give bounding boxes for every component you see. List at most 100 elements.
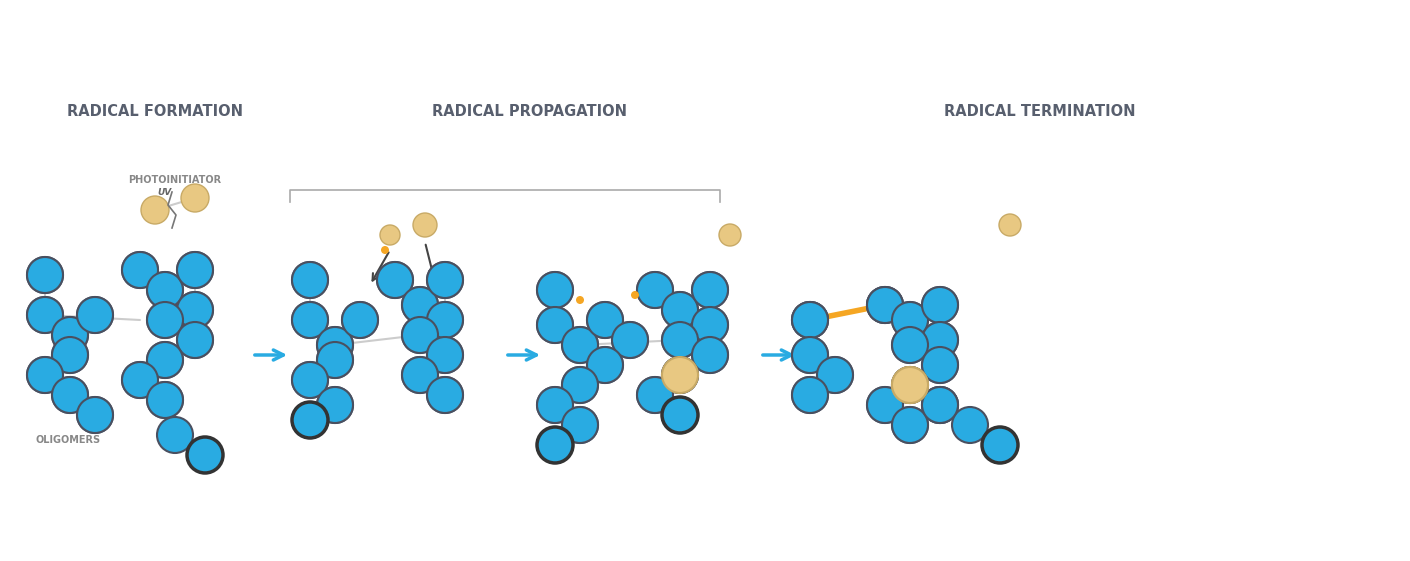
Circle shape: [663, 397, 698, 433]
Circle shape: [123, 362, 158, 398]
Circle shape: [178, 252, 213, 288]
Circle shape: [867, 387, 902, 423]
Circle shape: [893, 327, 928, 363]
Circle shape: [147, 302, 183, 338]
Circle shape: [292, 402, 329, 438]
Circle shape: [427, 262, 462, 298]
Circle shape: [402, 357, 439, 393]
Circle shape: [317, 327, 352, 363]
Circle shape: [292, 302, 329, 338]
Circle shape: [719, 224, 742, 246]
Circle shape: [816, 357, 853, 393]
Circle shape: [637, 377, 673, 413]
Circle shape: [292, 262, 329, 298]
Text: RADICAL FORMATION: RADICAL FORMATION: [68, 104, 243, 119]
Circle shape: [663, 292, 698, 328]
Circle shape: [922, 322, 957, 358]
Circle shape: [637, 272, 673, 308]
Circle shape: [893, 367, 928, 403]
Circle shape: [663, 397, 698, 433]
Circle shape: [427, 302, 462, 338]
Circle shape: [893, 407, 928, 443]
Circle shape: [922, 387, 957, 423]
Circle shape: [537, 272, 572, 308]
Circle shape: [178, 322, 213, 358]
Circle shape: [922, 287, 957, 323]
Circle shape: [178, 252, 213, 288]
Text: UV: UV: [158, 188, 172, 197]
Circle shape: [587, 302, 623, 338]
Circle shape: [792, 302, 828, 338]
Circle shape: [27, 357, 63, 393]
Circle shape: [922, 287, 957, 323]
Circle shape: [867, 287, 902, 323]
Circle shape: [343, 302, 378, 338]
Circle shape: [427, 337, 462, 373]
Circle shape: [563, 407, 598, 443]
Circle shape: [981, 427, 1018, 463]
Circle shape: [343, 302, 378, 338]
Circle shape: [402, 317, 439, 353]
Circle shape: [637, 377, 673, 413]
Circle shape: [427, 302, 462, 338]
Circle shape: [692, 307, 728, 343]
Circle shape: [178, 322, 213, 358]
Circle shape: [981, 427, 1018, 463]
Circle shape: [563, 327, 598, 363]
Circle shape: [893, 367, 928, 403]
Circle shape: [637, 272, 673, 308]
Circle shape: [663, 292, 698, 328]
Circle shape: [893, 302, 928, 338]
Circle shape: [563, 367, 598, 403]
Circle shape: [27, 297, 63, 333]
Circle shape: [587, 302, 623, 338]
Circle shape: [123, 252, 158, 288]
Circle shape: [792, 302, 828, 338]
Circle shape: [537, 427, 572, 463]
Circle shape: [692, 337, 728, 373]
Circle shape: [537, 427, 572, 463]
Circle shape: [402, 287, 439, 323]
Circle shape: [78, 297, 113, 333]
Circle shape: [376, 262, 413, 298]
Circle shape: [893, 327, 928, 363]
Circle shape: [427, 377, 462, 413]
Text: OLIGOMERS: OLIGOMERS: [35, 435, 100, 445]
Circle shape: [792, 337, 828, 373]
Circle shape: [317, 387, 352, 423]
Circle shape: [292, 302, 329, 338]
Circle shape: [292, 402, 329, 438]
Circle shape: [52, 377, 87, 413]
Circle shape: [816, 357, 853, 393]
Circle shape: [413, 213, 437, 237]
Circle shape: [663, 322, 698, 358]
Circle shape: [612, 322, 649, 358]
Circle shape: [563, 407, 598, 443]
Circle shape: [1000, 214, 1021, 236]
Circle shape: [663, 397, 698, 433]
Circle shape: [147, 272, 183, 308]
Circle shape: [537, 427, 572, 463]
Circle shape: [792, 377, 828, 413]
Circle shape: [78, 397, 113, 433]
Circle shape: [922, 387, 957, 423]
Circle shape: [537, 387, 572, 423]
Circle shape: [123, 362, 158, 398]
Circle shape: [537, 272, 572, 308]
Circle shape: [27, 297, 63, 333]
Circle shape: [317, 342, 352, 378]
Circle shape: [922, 322, 957, 358]
Circle shape: [952, 407, 988, 443]
Circle shape: [663, 322, 698, 358]
Circle shape: [292, 402, 329, 438]
Circle shape: [663, 357, 698, 393]
Circle shape: [178, 292, 213, 328]
Circle shape: [663, 357, 698, 393]
Circle shape: [922, 387, 957, 423]
Circle shape: [178, 292, 213, 328]
Circle shape: [381, 225, 400, 245]
Circle shape: [692, 272, 728, 308]
Circle shape: [893, 367, 928, 403]
Circle shape: [587, 347, 623, 383]
Circle shape: [402, 287, 439, 323]
